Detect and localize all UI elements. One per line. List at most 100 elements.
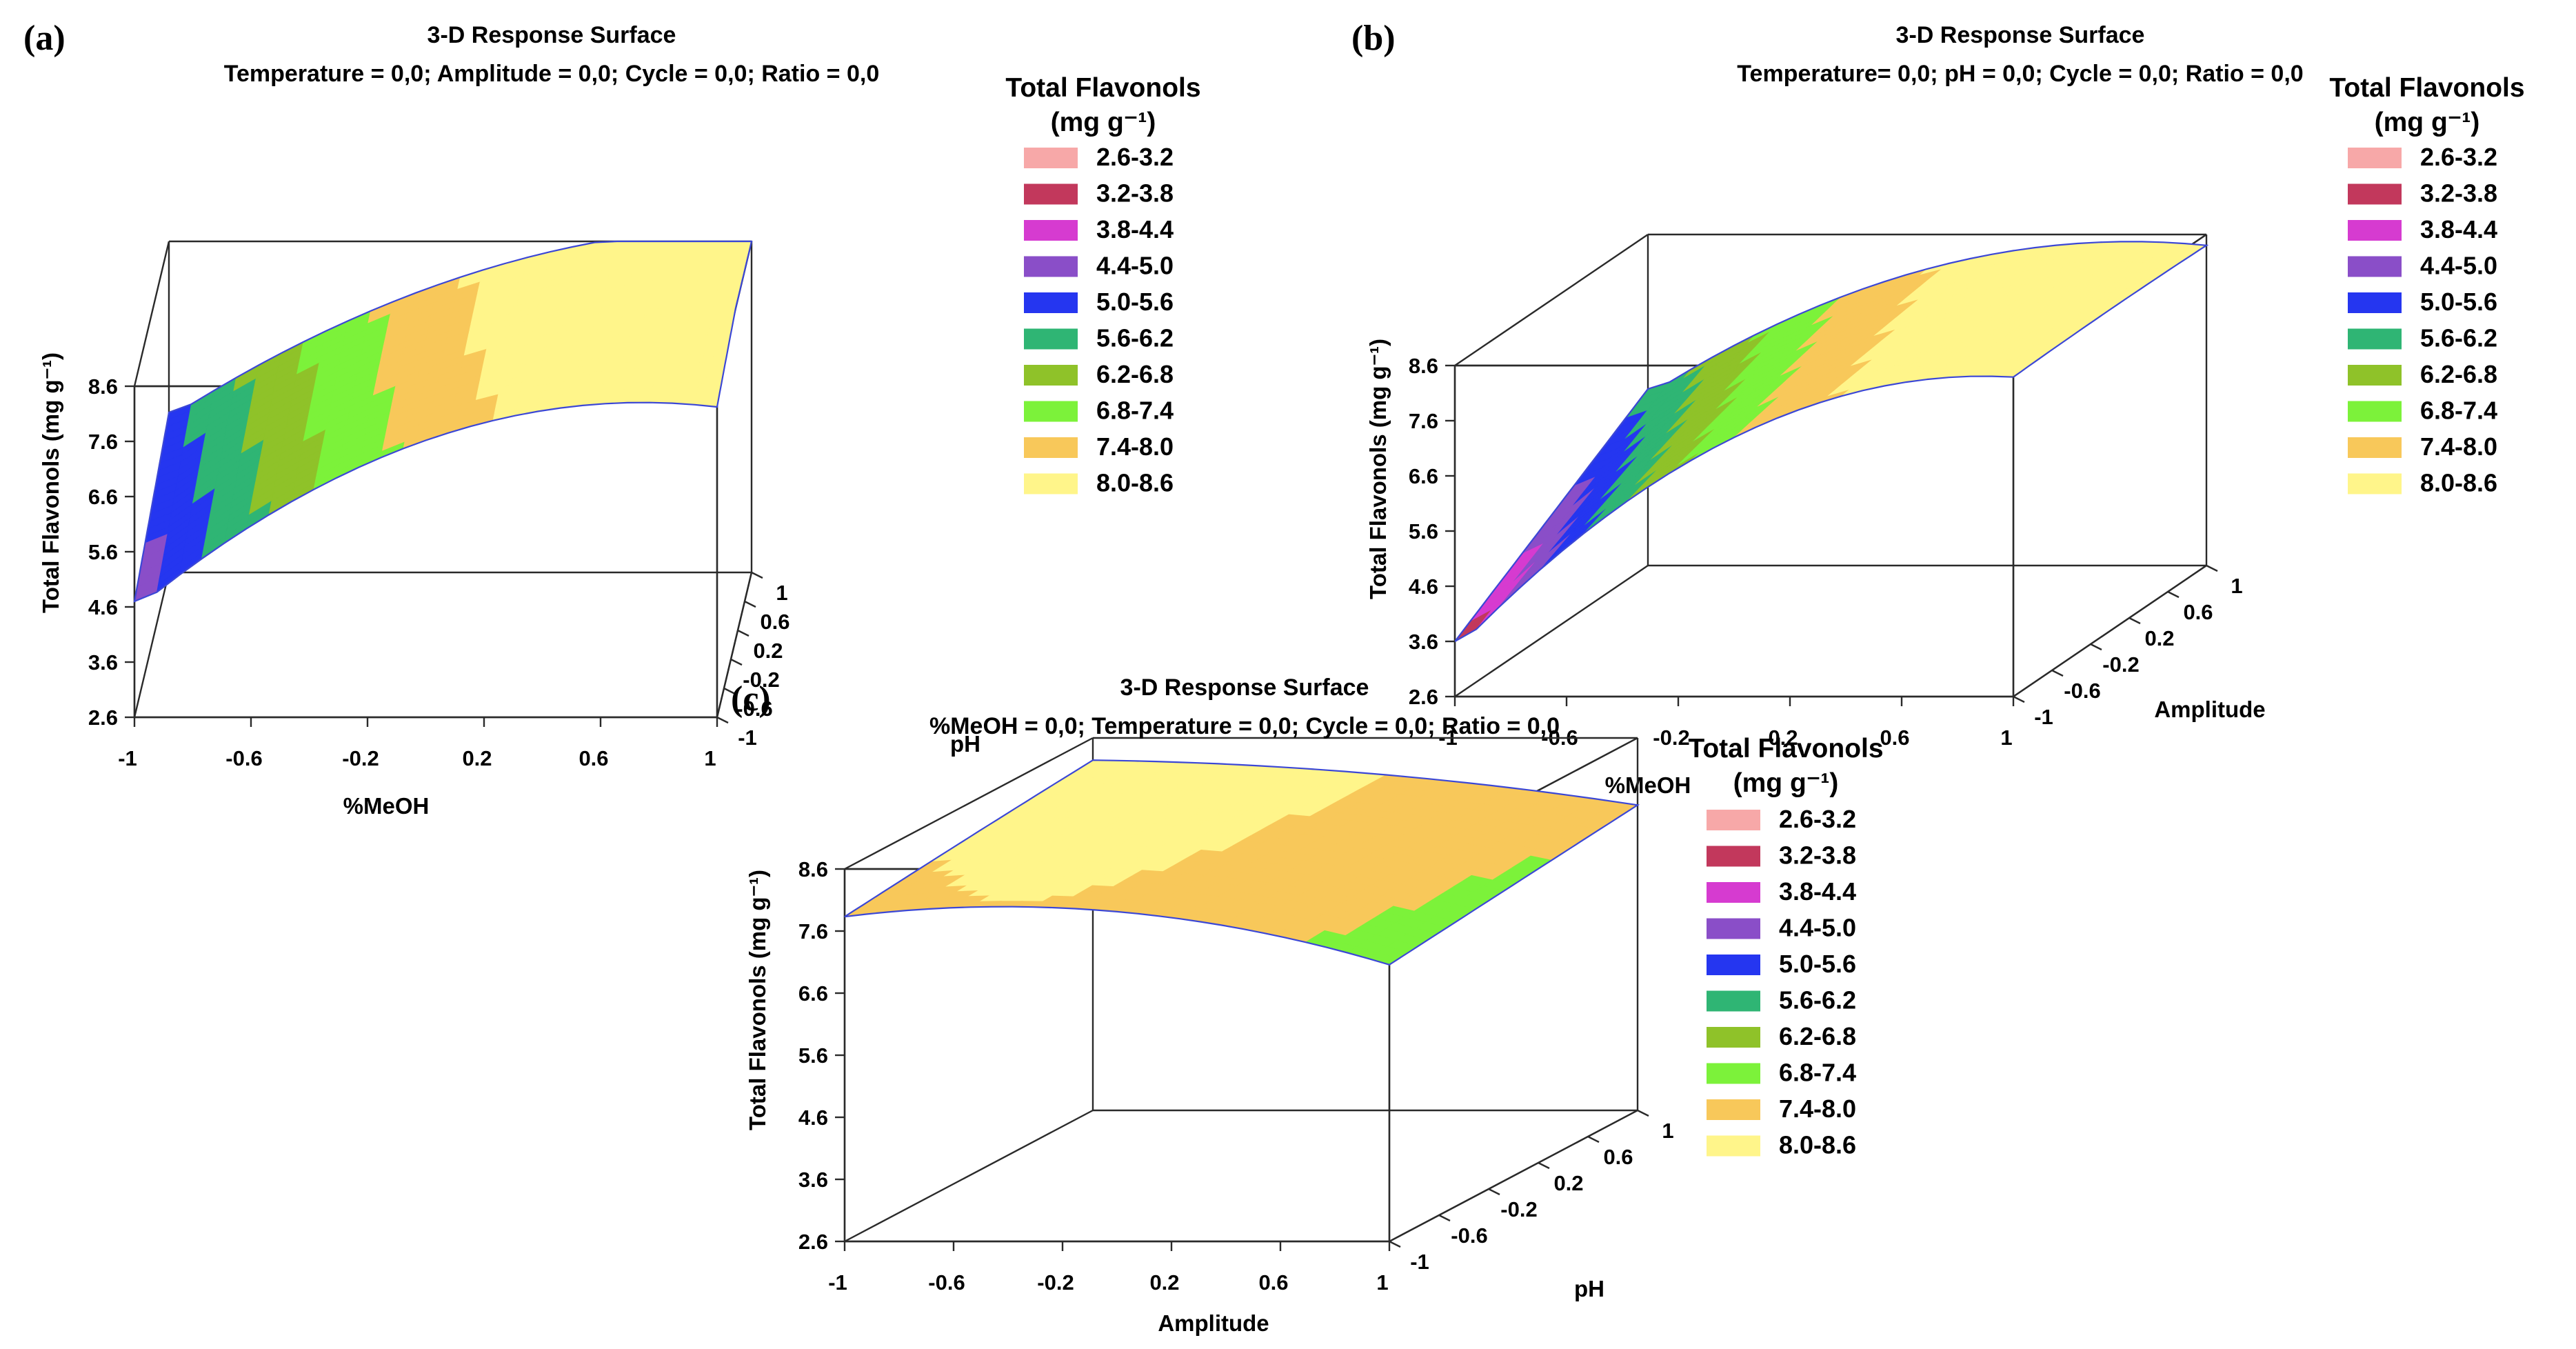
legend-swatch: [1707, 990, 1760, 1012]
legend-swatch: [1707, 810, 1760, 830]
panel-letter: (a): [23, 19, 66, 58]
legend-swatch: [2348, 256, 2402, 277]
legend-swatch: [1707, 918, 1760, 939]
legend-label: 3.2-3.8: [2420, 179, 2497, 208]
z-axis-label: Total Flavonols (mg g⁻¹): [38, 352, 63, 613]
z-tick-label: 6.6: [88, 485, 118, 509]
y-tick-label: 1: [2231, 574, 2242, 598]
legend-label: 7.4-8.0: [1779, 1095, 1856, 1123]
x-tick-label: 1: [1376, 1270, 1388, 1295]
legend-label: 4.4-5.0: [1779, 914, 1856, 942]
y-tick-label: 0.6: [760, 610, 789, 634]
legend-label: 7.4-8.0: [2420, 432, 2497, 461]
z-tick-label: 2.6: [1409, 685, 1438, 709]
z-tick-label: 6.6: [798, 981, 828, 1006]
y-tick-label: -0.2: [2102, 652, 2139, 677]
panel-letter: (b): [1351, 19, 1396, 58]
z-tick-label: 7.6: [1409, 409, 1438, 433]
legend-label: 8.0-8.6: [1779, 1131, 1856, 1159]
legend-label: 6.8-7.4: [1779, 1059, 1856, 1087]
x-tick-label: 0.6: [1258, 1270, 1288, 1295]
y-tick-label: 0.2: [2144, 626, 2174, 650]
legend-label: 3.8-4.4: [2420, 215, 2497, 243]
y-tick-label: -0.2: [743, 668, 779, 692]
legend-swatch: [1707, 1135, 1760, 1157]
legend-label: 3.8-4.4: [1096, 215, 1174, 243]
panel-a: 2.6 3.6 4.6 5.6 6.6 7.6 8.6 -1 -0.6 -0.2 0.2 0.6 1 -1…: [23, 19, 1201, 819]
y-tick-label: -1: [2034, 705, 2053, 729]
legend-swatch: [1707, 955, 1760, 975]
y-tick-label: 0.6: [2183, 600, 2213, 624]
panel-letter: (c): [731, 679, 771, 719]
legend-swatch: [2348, 437, 2402, 458]
z-tick-label: 3.6: [88, 650, 118, 674]
y-tick-label: -0.6: [2064, 679, 2100, 703]
legend-swatch: [1024, 183, 1078, 205]
x-axis-label: Amplitude: [1158, 1310, 1269, 1336]
x-tick-label: -1: [118, 746, 137, 770]
panel-b: 2.63.64.65.66.67.68.6-1 -0.6 -0.2 0.2 0.6 1-1…: [1351, 19, 2525, 798]
legend-label: 6.8-7.4: [2420, 397, 2497, 425]
legend-label: 8.0-8.6: [1096, 469, 1174, 497]
legend-label: 5.0-5.6: [1096, 288, 1174, 316]
x-tick-label: 0.6: [578, 746, 608, 770]
legend-label: 8.0-8.6: [2420, 469, 2497, 497]
legend-swatch: [1024, 256, 1078, 277]
legend-unit: (mg g⁻¹): [2375, 108, 2480, 137]
y-tick-label: -0.2: [1500, 1197, 1537, 1221]
legend-swatch: [1024, 292, 1078, 313]
legend-swatch: [2348, 292, 2402, 313]
legend-swatch: [2348, 148, 2402, 168]
z-tick-label: 5.6: [88, 540, 118, 564]
z-tick-label: 4.6: [88, 595, 118, 619]
y-tick-label: -1: [738, 726, 757, 750]
z-tick-label: 7.6: [798, 919, 828, 943]
y-tick-label: -0.6: [736, 697, 772, 721]
legend-swatch: [1024, 365, 1078, 386]
chart-subtitle: %MeOH = 0,0; Temperature = 0,0; Cycle = …: [929, 713, 1560, 739]
x-tick-label: -0.6: [928, 1270, 965, 1295]
legend-swatch: [2348, 365, 2402, 386]
x-tick-label: -0.6: [225, 746, 262, 770]
legend-swatch: [1024, 328, 1078, 350]
y-axis-label: pH: [1574, 1276, 1604, 1301]
legend-title: Total Flavonols: [1005, 73, 1200, 103]
legend-label: 6.2-6.8: [1096, 360, 1174, 388]
legend-label: 4.4-5.0: [2420, 252, 2497, 280]
legend-swatch: [1024, 437, 1078, 458]
y-tick-label: 1: [1662, 1119, 1673, 1143]
legend-title: Total Flavonols: [2329, 73, 2524, 103]
response-surface: [133, 240, 753, 603]
legend-label: 3.2-3.8: [1096, 179, 1174, 208]
legend-label: 5.6-6.2: [1096, 324, 1174, 352]
legend-label: 6.2-6.8: [1779, 1022, 1856, 1050]
x-tick-label: 1: [704, 746, 716, 770]
legend-swatch: [1024, 473, 1078, 494]
z-tick-label: 8.6: [88, 374, 118, 399]
z-tick-label: 7.6: [88, 430, 118, 454]
z-tick-label: 8.6: [1409, 354, 1438, 378]
z-tick-label: 2.6: [88, 706, 118, 730]
chart-title: 3-D Response Surface: [1120, 674, 1369, 701]
x-tick-label: 0.2: [462, 746, 492, 770]
x-axis-label: %MeOH: [1605, 772, 1691, 798]
legend-label: 2.6-3.2: [1096, 143, 1174, 171]
legend-swatch: [2348, 473, 2402, 494]
z-tick-label: 5.6: [798, 1043, 828, 1068]
z-tick-label: 6.6: [1409, 464, 1438, 488]
y-tick-label: 0.2: [753, 639, 783, 663]
y-tick-label: 0.6: [1603, 1145, 1633, 1169]
y-tick-label: -1: [1410, 1250, 1429, 1274]
y-tick-label: 1: [776, 581, 787, 605]
legend: Total Flavonols (mg g⁻¹) 2.6-3.2 3.2-3.8 3.8…: [2329, 73, 2524, 497]
z-tick-label: 4.6: [1409, 574, 1438, 599]
y-axis-label: Amplitude: [2154, 697, 2265, 722]
z-tick-label: 5.6: [1409, 519, 1438, 543]
panel-c: 2.6 3.6 4.6 5.6 6.6 7.6 8.6 -1 -0.6 -0.2 0.2 0.6 1 -1…: [731, 674, 1884, 1336]
legend-swatch: [2348, 220, 2402, 241]
legend-label: 5.0-5.6: [2420, 288, 2497, 316]
z-axis-label: Total Flavonols (mg g⁻¹): [745, 870, 770, 1130]
z-tick-label: 3.6: [1409, 630, 1438, 654]
z-tick-label: 8.6: [798, 857, 828, 881]
